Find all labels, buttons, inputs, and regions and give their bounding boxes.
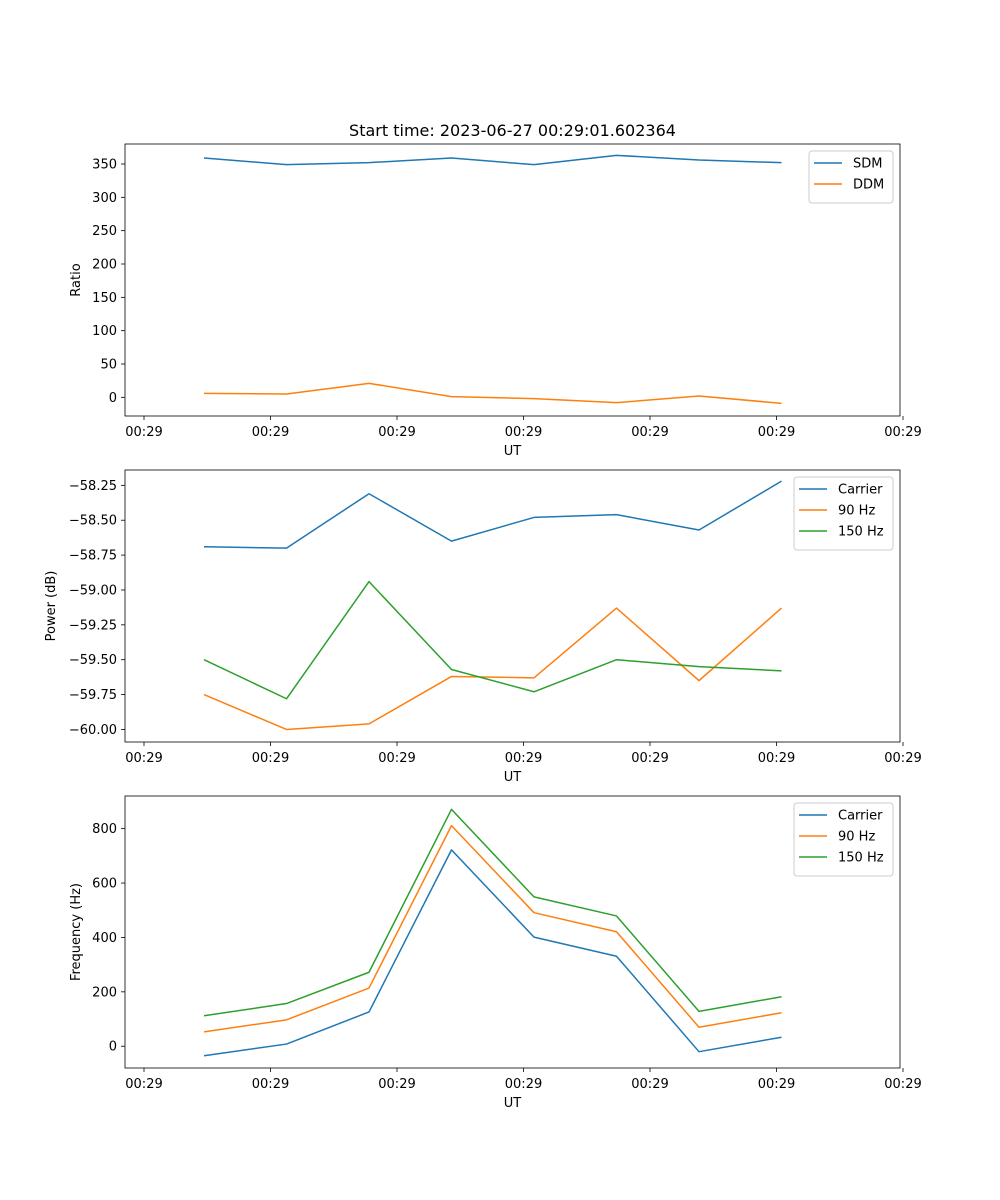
x-tick-label: 00:29 — [884, 425, 921, 440]
y-axis-label: Frequency (Hz) — [69, 883, 84, 981]
figure-title: Start time: 2023-06-27 00:29:01.602364 — [349, 121, 676, 140]
y-tick-label: −59.00 — [69, 583, 117, 598]
chart-panel-3: 00:2900:2900:2900:2900:2900:2900:2900:30… — [69, 795, 922, 1111]
legend-label: Carrier — [838, 809, 883, 824]
series-line-90-hz — [203, 824, 782, 1033]
x-tick-label: 00:29 — [505, 751, 542, 766]
y-tick-label: 200 — [92, 258, 117, 273]
x-tick-label: 00:29 — [125, 751, 162, 766]
legend-label: 150 Hz — [838, 525, 884, 540]
y-tick-label: 400 — [92, 931, 117, 946]
y-tick-label: −59.50 — [69, 653, 117, 668]
x-tick-label: 00:29 — [125, 425, 162, 440]
y-tick-label: 100 — [92, 324, 117, 339]
y-tick-label: 300 — [92, 191, 117, 206]
x-tick-label: 00:29 — [505, 425, 542, 440]
chart-panel-1: 00:2900:2900:2900:2900:2900:2900:2900:30… — [69, 143, 922, 459]
x-tick-label: 00:29 — [378, 751, 415, 766]
plot-frame — [124, 143, 901, 417]
y-tick-label: −58.25 — [69, 479, 117, 494]
y-tick-label: 350 — [92, 158, 117, 173]
plot-frame — [124, 795, 901, 1069]
legend-label: DDM — [853, 178, 884, 193]
series-line-150-hz — [203, 808, 782, 1017]
x-tick-label: 00:29 — [378, 425, 415, 440]
x-tick-label: 00:29 — [125, 1077, 162, 1092]
charts-container: 00:2900:2900:2900:2900:2900:2900:2900:30… — [44, 143, 922, 1111]
y-tick-label: 150 — [92, 291, 117, 306]
legend-label: 90 Hz — [838, 830, 875, 845]
x-axis-label: UT — [504, 770, 522, 785]
legend-label: Carrier — [838, 483, 883, 498]
y-tick-label: −60.00 — [69, 723, 117, 738]
x-tick-label: 00:29 — [252, 425, 289, 440]
series-line-carrier — [203, 849, 782, 1057]
legend-label: SDM — [853, 157, 882, 172]
plot-frame — [124, 469, 901, 743]
x-tick-label: 00:29 — [758, 1077, 795, 1092]
series-line-90-hz — [203, 607, 782, 731]
legend-label: 90 Hz — [838, 504, 875, 519]
x-tick-label: 00:29 — [884, 1077, 921, 1092]
y-tick-label: 200 — [92, 985, 117, 1000]
y-tick-label: 50 — [100, 358, 117, 373]
series-line-carrier — [203, 480, 782, 549]
legend-box — [808, 150, 894, 204]
legend-label: 150 Hz — [838, 851, 884, 866]
y-tick-label: 600 — [92, 877, 117, 892]
y-axis-label: Power (dB) — [44, 571, 59, 642]
y-tick-label: −58.50 — [69, 514, 117, 529]
x-tick-label: 00:29 — [252, 1077, 289, 1092]
x-tick-label: 00:29 — [884, 751, 921, 766]
x-tick-label: 00:29 — [631, 751, 668, 766]
x-tick-label: 00:29 — [252, 751, 289, 766]
y-axis-label: Ratio — [69, 263, 84, 296]
series-line-sdm — [203, 154, 782, 166]
x-tick-label: 00:29 — [505, 1077, 542, 1092]
y-tick-label: −59.25 — [69, 618, 117, 633]
x-tick-label: 00:29 — [631, 425, 668, 440]
x-tick-label: 00:29 — [758, 751, 795, 766]
y-tick-label: 0 — [109, 391, 117, 406]
chart-panel-2: 00:2900:2900:2900:2900:2900:2900:2900:30… — [44, 469, 922, 785]
series-line-ddm — [203, 382, 782, 405]
x-axis-label: UT — [504, 1096, 522, 1111]
x-tick-label: 00:29 — [758, 425, 795, 440]
y-tick-label: 800 — [92, 822, 117, 837]
y-tick-label: −58.75 — [69, 549, 117, 564]
x-axis-label: UT — [504, 444, 522, 459]
series-line-150-hz — [203, 580, 782, 700]
y-tick-label: −59.75 — [69, 688, 117, 703]
y-tick-label: 0 — [109, 1040, 117, 1055]
x-tick-label: 00:29 — [631, 1077, 668, 1092]
y-tick-label: 250 — [92, 224, 117, 239]
x-tick-label: 00:29 — [378, 1077, 415, 1092]
